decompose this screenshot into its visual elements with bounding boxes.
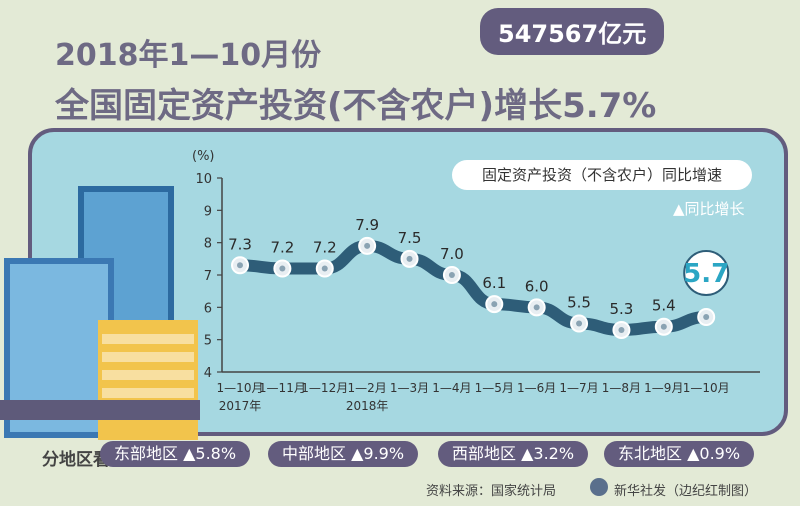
region-west: 西部地区 ▲3.2% <box>438 441 589 467</box>
highlight-bubble <box>683 250 730 297</box>
building-front-stripe <box>102 352 194 362</box>
title-line1: 2018年1—10月份 <box>55 38 322 73</box>
year-label: 2017年 <box>219 399 262 413</box>
x-tick-label: 1—10月 <box>683 381 730 395</box>
y-tick-label: 6 <box>204 301 212 316</box>
amount-badge: 547567亿元 <box>480 8 665 55</box>
data-point-center <box>237 262 243 269</box>
x-tick-label: 1—12月 <box>301 381 348 395</box>
xinhua-logo-icon <box>590 478 608 496</box>
data-label: 6.0 <box>525 277 549 295</box>
data-label: 6.1 <box>482 274 506 292</box>
region-northeast-name: 东北地区 <box>618 444 683 463</box>
x-tick-label: 1—11月 <box>259 381 306 395</box>
x-tick-label: 1—6月 <box>517 381 556 395</box>
year-label: 2018年 <box>346 399 389 413</box>
data-label: 7.0 <box>440 245 464 263</box>
x-tick-label: 1—5月 <box>475 381 514 395</box>
y-tick-label: 7 <box>204 269 212 284</box>
y-tick-label: 8 <box>204 237 212 252</box>
region-northeast-value: ▲0.9% <box>687 444 741 463</box>
data-point-center <box>364 242 371 249</box>
region-west-value: ▲3.2% <box>521 444 575 463</box>
region-central-value: ▲9.9% <box>351 444 405 463</box>
data-label: 5.3 <box>610 300 634 318</box>
data-label: 5.4 <box>652 297 676 315</box>
x-tick-label: 1—4月 <box>432 381 471 395</box>
building-front-stripe <box>102 388 194 398</box>
data-point-center <box>279 265 286 272</box>
data-point-center <box>703 314 710 321</box>
x-tick-label: 1—8月 <box>602 381 641 395</box>
data-label: 5.5 <box>567 294 591 312</box>
region-east-name: 东部地区 <box>114 444 179 463</box>
data-point-center <box>406 255 413 262</box>
y-tick-label: 10 <box>195 172 212 187</box>
region-east-value: ▲5.8% <box>183 444 237 463</box>
data-point-center <box>618 326 625 333</box>
data-point-center <box>660 323 667 330</box>
credit: 新华社发（边纪红制图） <box>614 484 758 499</box>
data-label: 7.3 <box>228 235 252 253</box>
data-source: 资料来源：国家统计局 <box>426 484 557 499</box>
data-point-center <box>448 272 455 278</box>
data-label-highlight: 5.7 <box>683 259 729 289</box>
data-point-center <box>491 301 498 308</box>
region-central: 中部地区 ▲9.9% <box>268 441 419 467</box>
y-tick-label: 9 <box>204 204 212 219</box>
legend-subtitle: ▲同比增长 <box>673 200 745 218</box>
x-tick-label: 1—10月 <box>217 381 264 395</box>
title-line2: 全国固定资产投资(不含农户)增长5.7% <box>55 86 657 126</box>
x-tick-label: 1—7月 <box>559 381 598 395</box>
building-canopy <box>0 400 200 420</box>
region-east: 东部地区 ▲5.8% <box>100 441 251 467</box>
region-northeast: 东北地区 ▲0.9% <box>604 441 755 467</box>
building-front-stripe <box>102 370 194 380</box>
data-label: 7.2 <box>313 239 337 257</box>
y-axis-unit: (%) <box>192 149 215 164</box>
x-tick-label: 1—9月 <box>644 381 683 395</box>
building-front-stripe <box>102 334 194 344</box>
data-point-center <box>576 320 583 327</box>
data-label: 7.5 <box>398 229 422 247</box>
data-point-center <box>533 304 540 311</box>
region-central-name: 中部地区 <box>282 444 347 463</box>
x-tick-label: 1—3月 <box>390 381 429 395</box>
data-label: 7.9 <box>355 216 379 234</box>
region-west-name: 西部地区 <box>452 444 517 463</box>
regions-heading: 分地区看 <box>42 450 110 470</box>
series-line <box>234 239 713 336</box>
y-tick-label: 5 <box>204 334 212 349</box>
data-point-center <box>321 265 328 272</box>
x-tick-label: 1—2月 <box>348 381 387 395</box>
data-label: 7.2 <box>270 239 294 257</box>
y-tick-label: 4 <box>204 366 212 381</box>
legend-series-name: 固定资产投资（不含农户）同比增速 <box>452 160 752 190</box>
